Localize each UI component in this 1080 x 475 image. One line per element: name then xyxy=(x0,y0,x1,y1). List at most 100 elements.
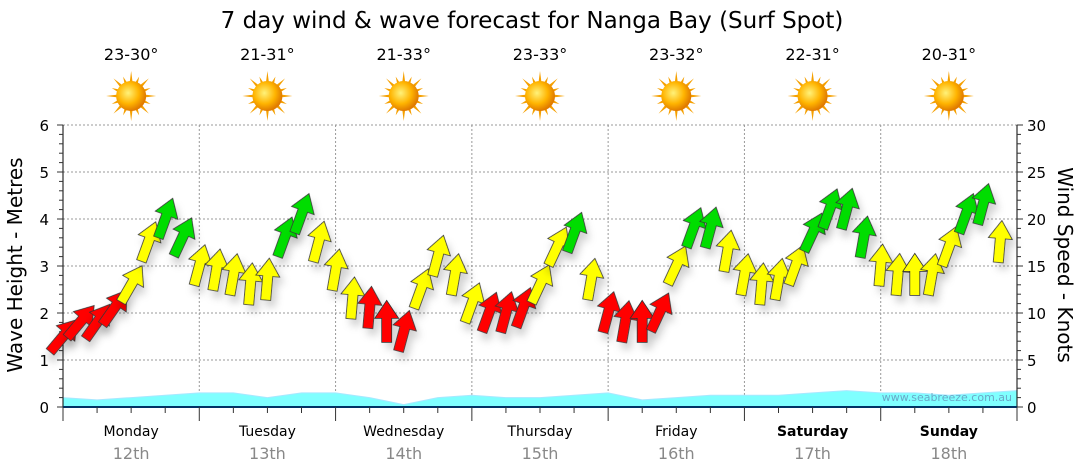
y-axis-left-label: Wave Height - Metres xyxy=(3,157,27,372)
day-name: Sunday xyxy=(920,424,978,440)
sun-icon xyxy=(651,71,702,121)
temperature-range: 23-30° xyxy=(104,45,159,64)
sun-icon xyxy=(787,71,838,121)
sun-ray xyxy=(265,71,269,84)
sun-disc xyxy=(661,81,692,111)
sun-ray xyxy=(923,94,936,98)
wind-arrow xyxy=(936,225,963,269)
sun-ray xyxy=(674,71,678,84)
wind-arrow xyxy=(835,187,860,231)
sun-disc xyxy=(797,81,828,111)
wind-arrow xyxy=(426,234,452,278)
sun-ray xyxy=(961,94,974,98)
y-tick-label-left: 6 xyxy=(39,117,49,135)
wind-arrow xyxy=(699,206,724,250)
sun-ray xyxy=(106,94,119,98)
wind-arrow xyxy=(116,265,144,306)
day-date: 14th xyxy=(385,444,422,463)
wind-arrow xyxy=(902,252,928,296)
wind-arrow xyxy=(799,212,826,254)
chart-title: 7 day wind & wave forecast for Nanga Bay… xyxy=(221,8,844,34)
wind-arrow xyxy=(613,300,639,344)
sun-ray xyxy=(378,94,391,98)
wind-arrow xyxy=(408,268,435,311)
wind-arrow xyxy=(987,219,1014,264)
temperature-range: 23-32° xyxy=(649,45,704,64)
wind-arrow xyxy=(662,245,690,287)
watermark: www.seabreeze.com.au xyxy=(882,391,1012,404)
wind-arrow xyxy=(885,252,911,297)
sun-ray xyxy=(947,71,951,84)
y-tick-label-left: 3 xyxy=(39,258,49,276)
sun-ray xyxy=(280,94,293,98)
wind-arrow xyxy=(153,197,179,241)
day-name: Monday xyxy=(104,424,159,440)
wind-arrow xyxy=(323,248,349,292)
wind-arrow xyxy=(392,309,417,353)
sun-ray xyxy=(787,94,800,98)
day-name: Thursday xyxy=(506,424,572,440)
y-tick-label-right: 15 xyxy=(1027,258,1046,276)
y-tick-label-right: 5 xyxy=(1027,352,1037,370)
y-tick-label-right: 0 xyxy=(1027,399,1037,417)
y-tick-label-left: 1 xyxy=(39,352,49,370)
sun-ray xyxy=(129,108,133,121)
y-tick-label-right: 20 xyxy=(1027,211,1046,229)
day-name: Friday xyxy=(655,424,697,440)
y-axis-right-label: Wind Speed - Knots xyxy=(1053,167,1077,363)
sun-ray xyxy=(515,94,528,98)
temperature-range: 23-33° xyxy=(513,45,568,64)
sun-ray xyxy=(811,71,815,84)
y-tick-label-left: 4 xyxy=(39,211,49,229)
wind-arrow xyxy=(851,215,877,259)
day-name: Wednesday xyxy=(363,424,444,440)
sun-disc xyxy=(933,81,964,111)
day-date: 13th xyxy=(249,444,286,463)
sun-icon xyxy=(515,71,565,121)
wind-arrow xyxy=(289,192,315,236)
day-name: Tuesday xyxy=(238,424,296,440)
sun-ray xyxy=(402,108,406,121)
sun-ray xyxy=(402,71,406,84)
wind-arrow xyxy=(373,299,400,343)
sun-ray xyxy=(242,94,255,98)
sun-icon xyxy=(378,71,429,121)
sun-ray xyxy=(144,94,157,98)
sun-ray xyxy=(129,71,133,84)
y-tick-label-right: 25 xyxy=(1027,164,1046,182)
sun-ray xyxy=(538,108,542,121)
wind-arrow xyxy=(783,244,809,288)
wind-arrow xyxy=(307,220,332,264)
wind-arrow xyxy=(579,257,605,302)
sun-icon xyxy=(106,71,157,121)
sun-ray xyxy=(651,94,664,98)
temperature-range: 22-31° xyxy=(785,45,840,64)
wind-arrow xyxy=(168,217,196,259)
sun-disc xyxy=(252,81,283,111)
sun-ray xyxy=(811,108,815,121)
sun-ray xyxy=(825,94,838,98)
wind-arrow xyxy=(645,292,673,334)
wind-arrow xyxy=(442,253,468,297)
wind-arrow xyxy=(255,257,281,301)
temperature-range: 20-31° xyxy=(922,45,977,64)
sun-ray xyxy=(416,94,429,98)
sun-ray xyxy=(947,108,951,121)
y-tick-label-left: 5 xyxy=(39,164,49,182)
day-date: 16th xyxy=(658,444,695,463)
temperature-range: 21-31° xyxy=(240,45,295,64)
day-date: 17th xyxy=(794,444,831,463)
sun-disc xyxy=(525,81,555,111)
y-tick-label-right: 30 xyxy=(1027,117,1046,135)
day-date: 15th xyxy=(522,444,559,463)
wind-arrow xyxy=(971,182,997,227)
wave-height-area xyxy=(62,390,1018,408)
wind-arrow xyxy=(715,229,741,273)
sun-ray xyxy=(265,108,269,121)
sun-disc xyxy=(116,81,147,111)
sun-disc xyxy=(388,81,419,111)
sun-icon xyxy=(242,71,293,121)
day-name: Saturday xyxy=(777,424,848,440)
y-tick-label-right: 10 xyxy=(1027,305,1046,323)
